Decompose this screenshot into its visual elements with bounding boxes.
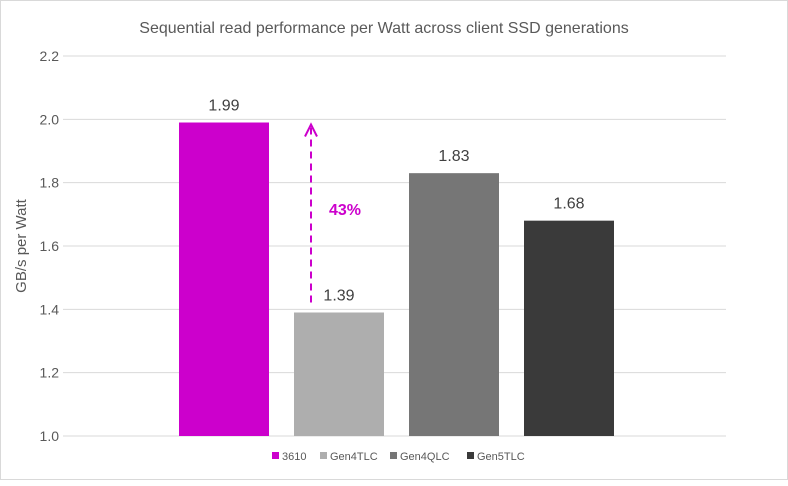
legend-item-Gen4TLC: Gen4TLC xyxy=(320,451,378,463)
data-label: 1.68 xyxy=(553,196,584,213)
legend-label: Gen5TLC xyxy=(477,451,525,463)
bar-Gen4QLC xyxy=(409,173,499,436)
legend-swatch xyxy=(320,452,327,459)
data-label: 1.83 xyxy=(438,148,469,165)
data-label: 1.39 xyxy=(323,288,354,305)
legend-swatch xyxy=(272,452,279,459)
legend-item-Gen5TLC: Gen5TLC xyxy=(467,451,525,463)
arrow-head-icon xyxy=(304,122,318,137)
annotation-label: 43% xyxy=(329,202,361,219)
chart-title: Sequential read performance per Watt acr… xyxy=(139,20,628,37)
y-tick-label: 1.4 xyxy=(40,301,60,317)
legend-swatch xyxy=(390,452,397,459)
bar-Gen4TLC xyxy=(294,312,384,436)
bar-3610 xyxy=(179,122,269,436)
legend-swatch xyxy=(467,452,474,459)
y-tick-label: 1.6 xyxy=(40,238,60,254)
legend-label: Gen4TLC xyxy=(330,451,378,463)
legend-item-3610: 3610 xyxy=(272,451,306,463)
y-tick-label: 2.0 xyxy=(40,111,60,127)
y-tick-label: 1.0 xyxy=(40,428,60,444)
y-tick-label: 2.2 xyxy=(40,48,60,64)
y-tick-label: 1.2 xyxy=(40,365,60,381)
legend-item-Gen4QLC: Gen4QLC xyxy=(390,451,450,463)
y-tick-label: 1.8 xyxy=(40,175,60,191)
legend-label: 3610 xyxy=(282,451,306,463)
y-axis-label: GB/s per Watt xyxy=(13,198,30,292)
legend-label: Gen4QLC xyxy=(400,451,450,463)
data-label: 1.99 xyxy=(208,98,239,115)
bar-Gen5TLC xyxy=(524,220,614,436)
